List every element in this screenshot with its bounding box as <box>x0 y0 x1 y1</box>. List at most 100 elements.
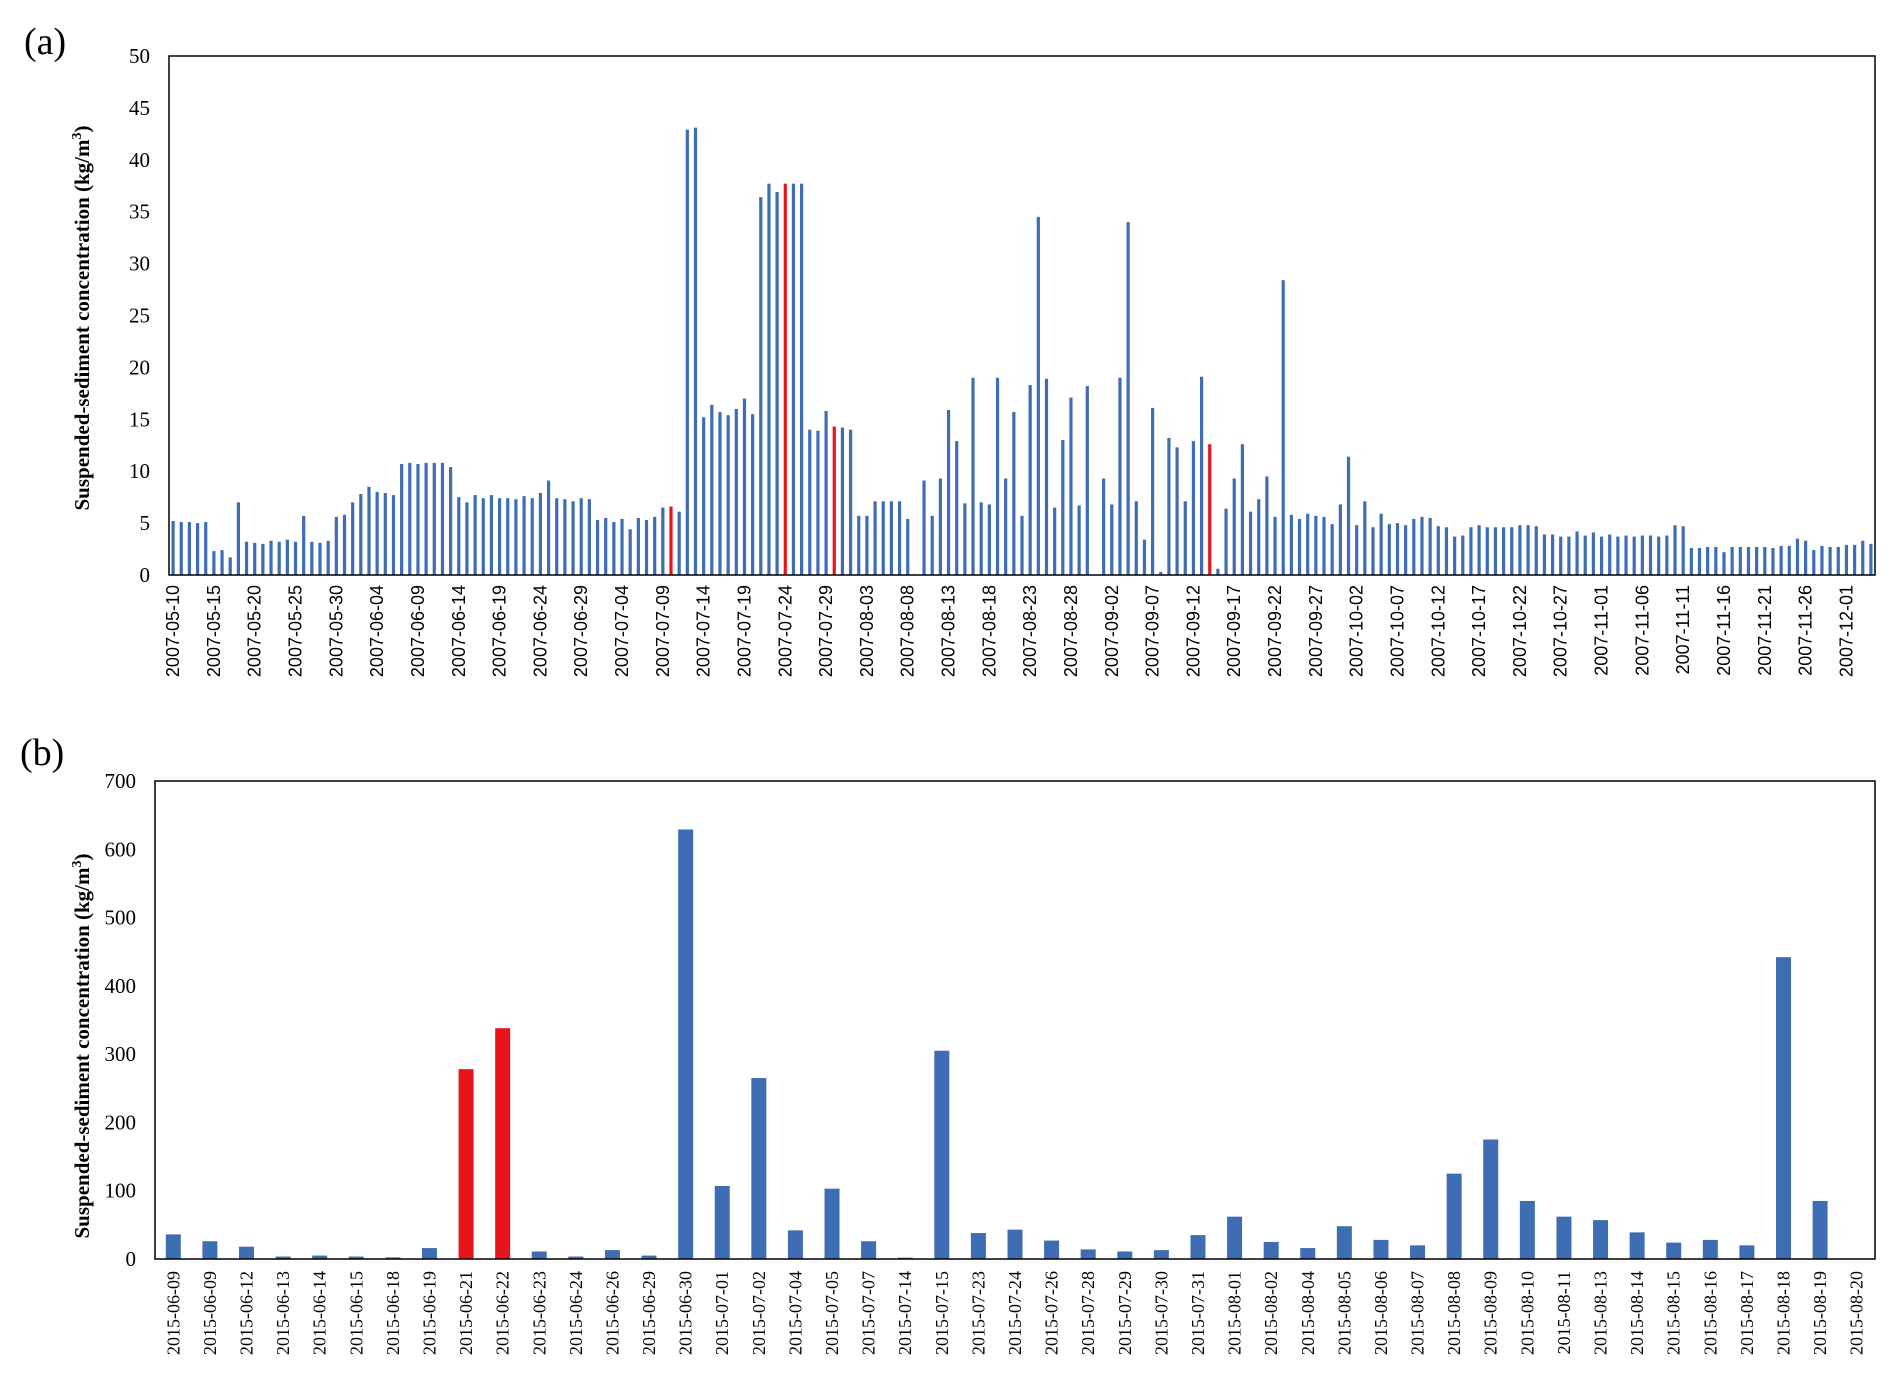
bar-2007-12-01 <box>1844 544 1849 575</box>
x-tick-label: 2007-09-22 <box>1265 585 1285 677</box>
bar-2007-09-12 <box>1191 441 1196 575</box>
bar-2007-06-21 <box>514 499 518 575</box>
bar-2007-09-15 <box>1216 568 1220 575</box>
bar-2007-09-26 <box>1306 513 1310 575</box>
bar-2007-11-27 <box>1812 550 1816 575</box>
bar-2007-10-01 <box>1346 456 1351 575</box>
bar-2007-05-27 <box>310 541 314 575</box>
x-tick-label: 2015-08-06 <box>1371 1271 1391 1355</box>
x-tick-label: 2015-08-05 <box>1334 1271 1354 1355</box>
y-tick-label: 100 <box>105 1179 137 1203</box>
bar-2007-08-28 <box>1069 397 1073 575</box>
x-tick-label: 2015-06-21 <box>456 1271 476 1355</box>
x-tick-label: 2015-08-07 <box>1408 1271 1428 1355</box>
bar-2015-06-22 <box>495 1028 511 1259</box>
x-tick-label: 2007-05-25 <box>286 585 306 677</box>
bar-2007-10-22 <box>1518 525 1522 575</box>
bar-2007-10-03 <box>1363 501 1367 575</box>
x-tick-label: 2015-07-15 <box>932 1271 952 1355</box>
x-tick-label: 2007-09-12 <box>1183 585 1203 677</box>
bar-2007-09-07 <box>1151 407 1155 575</box>
bar-2007-07-14 <box>702 417 706 575</box>
y-tick-label: 50 <box>129 44 150 68</box>
bar-2007-10-24 <box>1534 526 1538 575</box>
bar-2015-08-02 <box>1263 1241 1279 1259</box>
bar-2007-07-29 <box>824 410 828 575</box>
bar-2007-11-17 <box>1730 546 1734 575</box>
bar-2007-10-29 <box>1575 531 1579 575</box>
bar-2007-06-24 <box>538 492 543 575</box>
bar-2007-07-16 <box>718 412 722 575</box>
bar-2007-08-15 <box>963 503 967 575</box>
bar-2015-08-10 <box>1519 1200 1535 1259</box>
bar-2015-07-29 <box>1117 1251 1133 1259</box>
bar-2007-08-20 <box>1004 478 1008 575</box>
bar-2007-06-17 <box>481 498 485 575</box>
bar-2007-07-17 <box>726 415 730 575</box>
bar-2007-06-23 <box>530 498 534 575</box>
bar-2015-06-19 <box>421 1248 437 1259</box>
bar-2007-07-05 <box>628 529 632 575</box>
y-axis-title-b-text: Suspended-sediment concentration (kg/m <box>70 867 94 1239</box>
bar-2007-07-27 <box>808 429 812 575</box>
bar-2007-06-12 <box>440 462 445 575</box>
bar-2007-07-28 <box>816 430 820 575</box>
x-tick-label: 2007-06-19 <box>490 585 510 677</box>
bar-2015-06-09 <box>202 1241 218 1259</box>
bar-2015-06-29 <box>641 1255 657 1259</box>
bar-2007-07-03 <box>612 522 616 575</box>
bar-2007-09-18 <box>1240 444 1244 575</box>
bar-2007-11-25 <box>1795 538 1800 575</box>
x-tick-label: 2015-06-26 <box>602 1271 622 1355</box>
x-tick-label: 2015-07-02 <box>749 1271 769 1355</box>
panel-label-a: (a) <box>24 21 66 63</box>
bar-2007-10-08 <box>1404 525 1408 575</box>
chart-b: (b) Suspended-sediment concentration (kg… <box>20 732 1876 1355</box>
bar-2007-09-21 <box>1265 476 1269 575</box>
x-tick-label: 2007-05-10 <box>163 585 183 677</box>
bar-2007-05-22 <box>269 540 273 575</box>
bar-2007-08-24 <box>1036 216 1040 575</box>
bar-2007-10-27 <box>1559 536 1563 575</box>
y-axis-title-a-close: ) <box>70 125 94 132</box>
bar-2007-10-17 <box>1477 525 1481 575</box>
bar-2007-11-01 <box>1599 536 1604 575</box>
x-tick-label: 2007-07-09 <box>653 585 673 677</box>
bar-2007-08-18 <box>987 504 991 575</box>
bar-2007-11-24 <box>1787 545 1791 575</box>
x-tick-label: 2015-08-19 <box>1810 1271 1830 1355</box>
x-tick-label: 2015-08-04 <box>1298 1271 1318 1355</box>
bar-2007-05-13 <box>195 523 200 575</box>
x-tick-label: 2015-08-01 <box>1225 1271 1245 1355</box>
bar-2007-09-28 <box>1322 516 1326 575</box>
bar-2007-11-10 <box>1673 525 1677 575</box>
bar-2015-08-09 <box>1483 1139 1499 1259</box>
bar-2007-05-18 <box>236 502 240 575</box>
bar-2007-07-10 <box>669 506 673 575</box>
bar-2007-09-09 <box>1167 437 1171 575</box>
x-tick-label: 2007-07-04 <box>612 585 632 677</box>
bar-2007-10-10 <box>1420 516 1424 575</box>
bar-2007-06-16 <box>473 495 477 575</box>
bar-2007-07-18 <box>734 408 738 575</box>
bar-2007-10-30 <box>1583 535 1587 575</box>
y-tick-label: 20 <box>129 355 150 379</box>
bar-2007-06-20 <box>506 498 510 575</box>
bar-2015-07-24 <box>1007 1229 1023 1259</box>
bar-2007-10-15 <box>1461 535 1465 575</box>
bar-2007-08-01 <box>848 429 853 575</box>
bar-2007-09-06 <box>1142 539 1147 575</box>
x-tick-label: 2015-08-15 <box>1664 1271 1684 1355</box>
bar-2007-08-23 <box>1028 385 1032 575</box>
bar-2007-10-21 <box>1510 527 1514 575</box>
bar-2007-07-04 <box>620 518 624 575</box>
x-tick-label: 2007-05-15 <box>204 585 224 677</box>
bar-2007-08-02 <box>857 515 861 575</box>
bar-2007-07-21 <box>759 197 763 575</box>
y-tick-label: 0 <box>140 563 151 587</box>
bar-2007-05-23 <box>277 541 281 575</box>
bar-2007-07-09 <box>661 507 665 575</box>
bar-2007-10-13 <box>1444 527 1449 575</box>
bar-2007-08-12 <box>938 478 942 575</box>
